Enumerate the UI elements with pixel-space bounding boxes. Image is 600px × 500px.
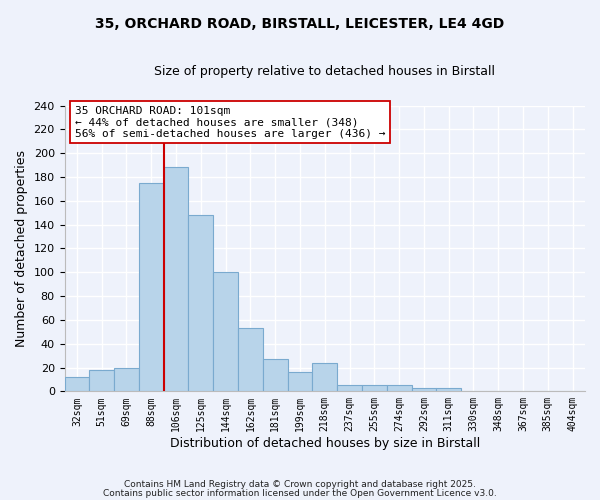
Bar bbox=[139, 183, 164, 392]
Bar bbox=[89, 370, 114, 392]
Bar bbox=[362, 386, 387, 392]
Bar bbox=[263, 359, 287, 392]
Text: 35, ORCHARD ROAD, BIRSTALL, LEICESTER, LE4 4GD: 35, ORCHARD ROAD, BIRSTALL, LEICESTER, L… bbox=[95, 18, 505, 32]
Text: Contains HM Land Registry data © Crown copyright and database right 2025.: Contains HM Land Registry data © Crown c… bbox=[124, 480, 476, 489]
Title: Size of property relative to detached houses in Birstall: Size of property relative to detached ho… bbox=[154, 65, 495, 78]
Bar bbox=[412, 388, 436, 392]
Bar bbox=[337, 386, 362, 392]
Bar bbox=[213, 272, 238, 392]
X-axis label: Distribution of detached houses by size in Birstall: Distribution of detached houses by size … bbox=[170, 437, 480, 450]
Bar bbox=[188, 215, 213, 392]
Bar bbox=[287, 372, 313, 392]
Text: 35 ORCHARD ROAD: 101sqm
← 44% of detached houses are smaller (348)
56% of semi-d: 35 ORCHARD ROAD: 101sqm ← 44% of detache… bbox=[75, 106, 385, 139]
Bar bbox=[114, 368, 139, 392]
Bar bbox=[238, 328, 263, 392]
Bar bbox=[313, 363, 337, 392]
Bar bbox=[164, 168, 188, 392]
Bar bbox=[65, 377, 89, 392]
Y-axis label: Number of detached properties: Number of detached properties bbox=[15, 150, 28, 347]
Bar bbox=[387, 386, 412, 392]
Text: Contains public sector information licensed under the Open Government Licence v3: Contains public sector information licen… bbox=[103, 489, 497, 498]
Bar bbox=[436, 388, 461, 392]
